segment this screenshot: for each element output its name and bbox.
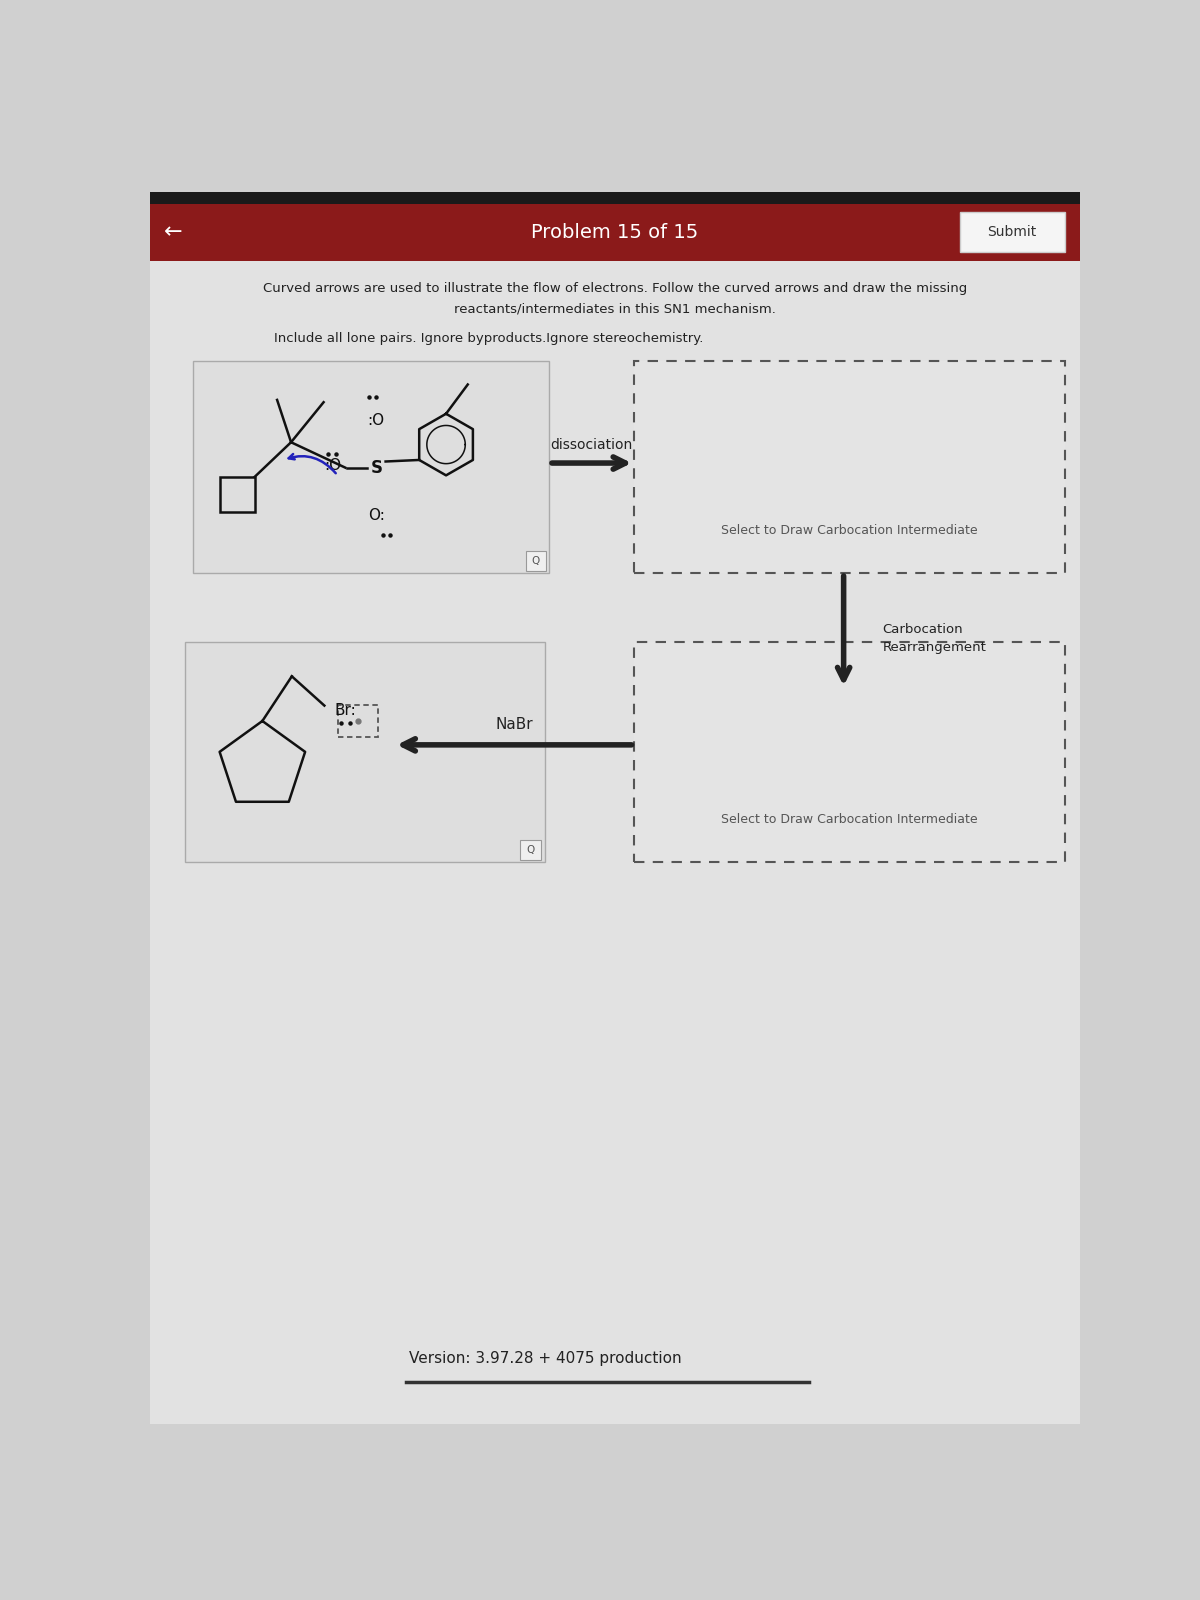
Text: Select to Draw Carbocation Intermediate: Select to Draw Carbocation Intermediate bbox=[721, 525, 978, 538]
Text: Submit: Submit bbox=[988, 226, 1037, 238]
Text: Select to Draw Carbocation Intermediate: Select to Draw Carbocation Intermediate bbox=[721, 813, 978, 826]
Text: Curved arrows are used to illustrate the flow of electrons. Follow the curved ar: Curved arrows are used to illustrate the… bbox=[263, 282, 967, 294]
Bar bbox=[635, 362, 1064, 573]
Bar bbox=[150, 192, 1080, 203]
Bar bbox=[337, 706, 378, 738]
Bar bbox=[960, 213, 1064, 253]
Text: reactants/intermediates in this SN1 mechanism.: reactants/intermediates in this SN1 mech… bbox=[454, 302, 776, 315]
Text: Include all lone pairs. Ignore byproducts.Ignore stereochemistry.: Include all lone pairs. Ignore byproduct… bbox=[274, 331, 703, 344]
Text: Carbocation: Carbocation bbox=[882, 622, 964, 635]
Text: Rearrangement: Rearrangement bbox=[882, 642, 986, 654]
Text: Q: Q bbox=[532, 555, 540, 566]
Bar bbox=[635, 643, 1064, 862]
Text: Q: Q bbox=[527, 845, 535, 854]
Text: S: S bbox=[371, 459, 383, 477]
Text: ←: ← bbox=[164, 222, 182, 242]
Text: O:: O: bbox=[368, 507, 385, 523]
Bar bbox=[635, 643, 1064, 862]
Bar bbox=[521, 840, 541, 859]
Text: Br:: Br: bbox=[335, 702, 356, 718]
Bar bbox=[526, 550, 546, 571]
Bar bbox=[635, 362, 1064, 573]
Bar bbox=[220, 477, 254, 512]
Text: Version: 3.97.28 + 4075 production: Version: 3.97.28 + 4075 production bbox=[409, 1350, 682, 1366]
Bar bbox=[185, 643, 545, 862]
Text: Problem 15 of 15: Problem 15 of 15 bbox=[532, 222, 698, 242]
Bar bbox=[193, 362, 550, 573]
Text: NaBr: NaBr bbox=[496, 717, 533, 733]
Text: dissociation: dissociation bbox=[551, 437, 632, 451]
Text: :O: :O bbox=[367, 413, 385, 427]
Bar bbox=[150, 203, 1080, 261]
Text: :O: :O bbox=[324, 458, 342, 474]
